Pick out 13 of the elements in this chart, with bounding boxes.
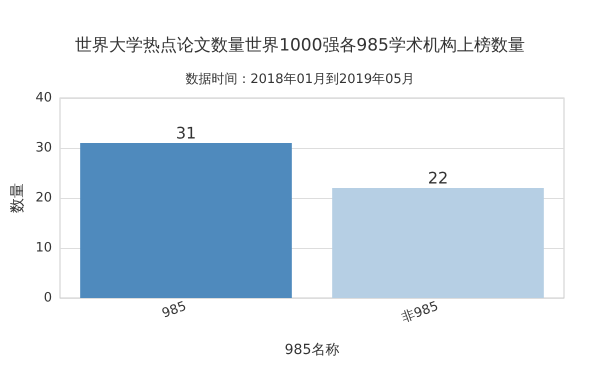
x-tick-label: 非985	[400, 298, 441, 326]
y-tick-label: 30	[35, 140, 52, 156]
y-tick-label: 40	[35, 90, 52, 106]
x-tick-label: 985	[160, 298, 189, 322]
y-tick-label: 10	[35, 240, 52, 256]
data-label: 31	[176, 124, 196, 142]
y-tick-label: 20	[35, 190, 52, 206]
data-label: 22	[428, 168, 448, 188]
y-tick-label: 0	[44, 290, 52, 306]
chart-title: 世界大学热点论文数量世界1000强各985学术机构上榜数量	[75, 36, 525, 56]
x-axis-title: 985名称	[284, 342, 340, 358]
y-axis-title: 数量	[8, 183, 26, 213]
chart-subtitle: 数据时间：2018年01月到2019年05月	[185, 72, 415, 87]
